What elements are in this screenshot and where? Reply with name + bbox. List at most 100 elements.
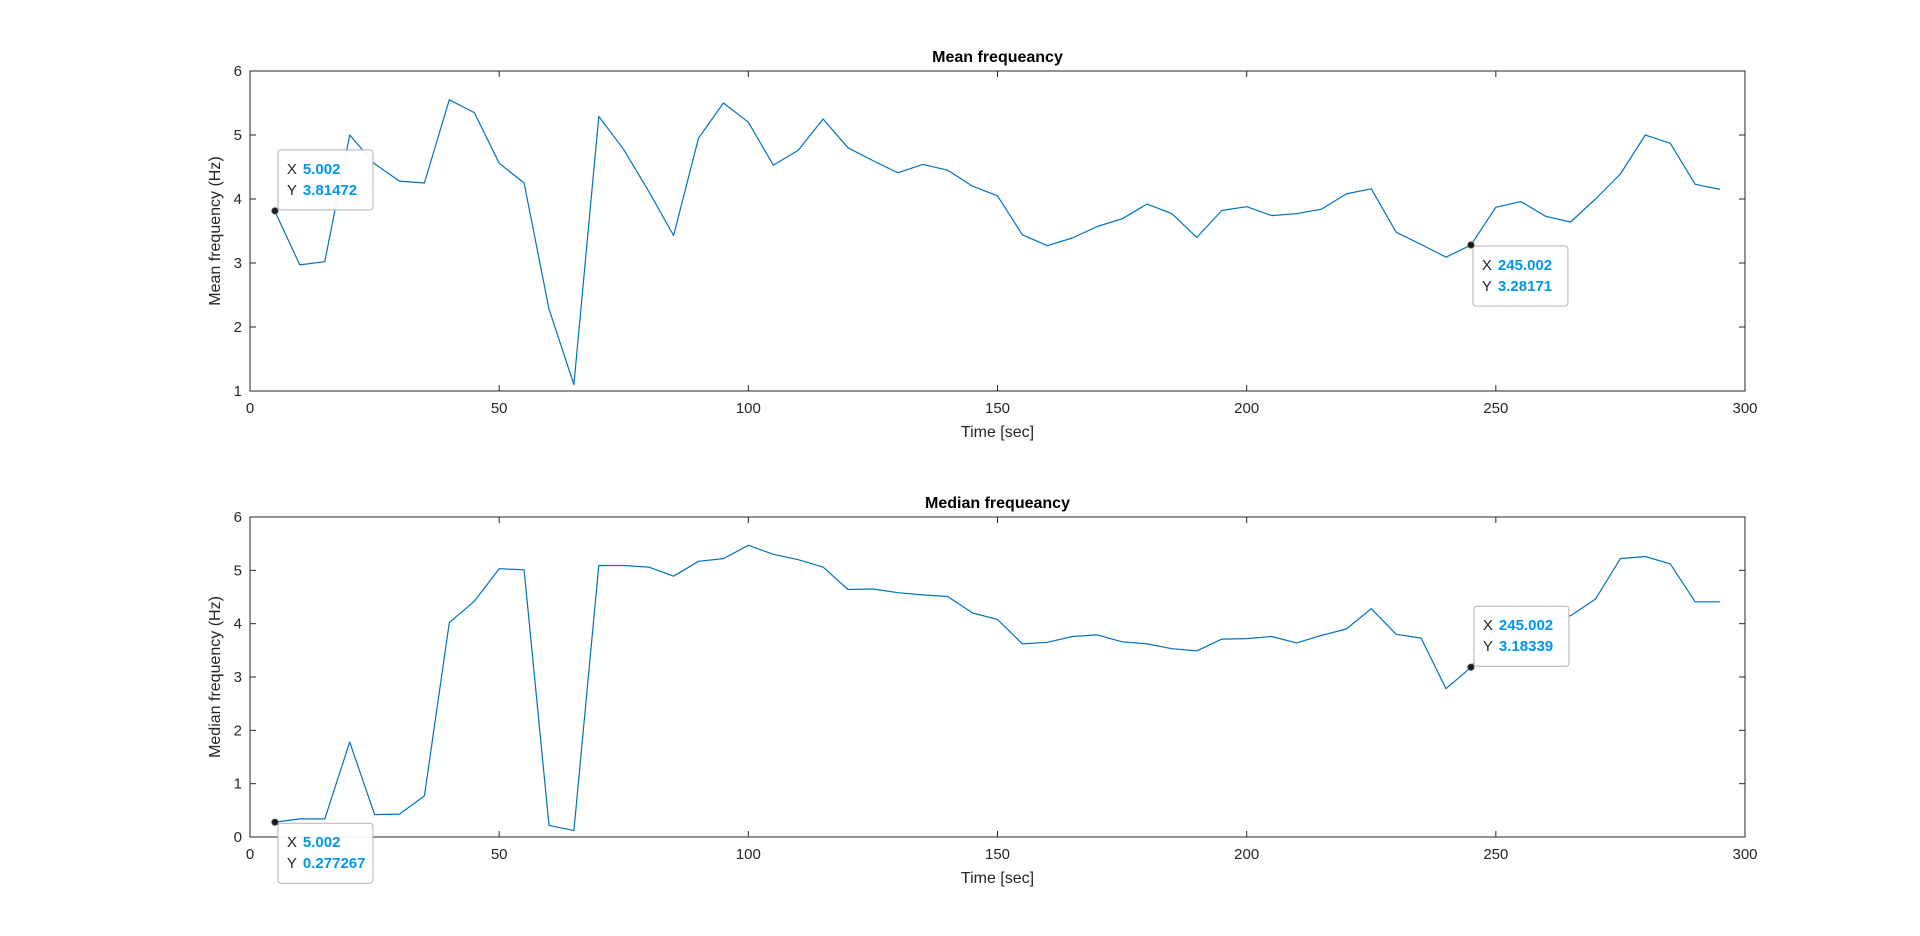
data-point[interactable] (1344, 627, 1349, 632)
data-point[interactable] (671, 233, 676, 238)
data-point[interactable] (920, 592, 925, 597)
data-point[interactable] (397, 812, 402, 817)
data-point[interactable] (1269, 213, 1274, 218)
series-line[interactable] (274, 99, 1721, 386)
data-point[interactable] (1668, 561, 1673, 566)
mean-frequency-axes[interactable]: 0 50 100 150 200 250 300 1 2 3 4 5 6 Mean frequeancy T… (207, 49, 1758, 441)
data-point[interactable] (1369, 606, 1374, 611)
data-point[interactable] (721, 101, 726, 106)
datatip[interactable]: X 245.002 Y 3.28171 (1472, 245, 1569, 307)
data-point[interactable] (721, 556, 726, 561)
data-point[interactable] (1120, 216, 1125, 221)
data-point[interactable] (945, 168, 950, 173)
data-point[interactable] (1568, 220, 1573, 225)
data-point[interactable] (796, 557, 801, 562)
data-point[interactable] (571, 382, 576, 387)
data-point[interactable] (621, 563, 626, 568)
data-point[interactable] (1319, 633, 1324, 638)
data-point[interactable] (671, 574, 676, 579)
data-point[interactable] (1444, 255, 1449, 260)
data-point[interactable] (1493, 205, 1498, 210)
data-point[interactable] (1145, 641, 1150, 646)
data-point[interactable] (696, 136, 701, 141)
data-point[interactable] (1643, 133, 1648, 138)
data-point[interactable] (1070, 634, 1075, 639)
data-point[interactable] (846, 587, 851, 592)
data-point[interactable] (297, 816, 302, 821)
data-point[interactable] (696, 559, 701, 564)
data-point[interactable] (1419, 242, 1424, 247)
data-point[interactable] (1394, 632, 1399, 637)
data-point[interactable] (1593, 597, 1598, 602)
data-point[interactable] (1219, 208, 1224, 213)
data-point[interactable] (1718, 187, 1723, 192)
data-point[interactable] (995, 617, 1000, 622)
data-point[interactable] (472, 599, 477, 604)
data-point[interactable] (547, 307, 552, 312)
data-point[interactable] (596, 563, 601, 568)
data-point[interactable] (1045, 243, 1050, 248)
data-point[interactable] (347, 740, 352, 745)
data-point[interactable] (895, 590, 900, 595)
datatip-marker[interactable] (1467, 663, 1475, 671)
data-point[interactable] (771, 163, 776, 168)
data-point[interactable] (1169, 646, 1174, 651)
data-point[interactable] (547, 823, 552, 828)
data-point[interactable] (970, 611, 975, 616)
data-point[interactable] (422, 181, 427, 186)
datatip-marker[interactable] (271, 818, 279, 826)
data-point[interactable] (472, 110, 477, 115)
data-point[interactable] (646, 189, 651, 194)
data-point[interactable] (1394, 230, 1399, 235)
data-point[interactable] (397, 179, 402, 184)
data-point[interactable] (1543, 214, 1548, 219)
data-point[interactable] (1419, 636, 1424, 641)
data-point[interactable] (297, 262, 302, 267)
data-point[interactable] (522, 181, 527, 186)
data-point[interactable] (995, 193, 1000, 198)
data-point[interactable] (1120, 639, 1125, 644)
data-point[interactable] (1045, 640, 1050, 645)
datatip[interactable]: X 5.002 Y 0.277267 (277, 822, 374, 884)
data-point[interactable] (571, 828, 576, 833)
data-point[interactable] (1169, 211, 1174, 216)
data-point[interactable] (447, 620, 452, 625)
data-point[interactable] (522, 567, 527, 572)
data-point[interactable] (1319, 207, 1324, 212)
data-point[interactable] (347, 133, 352, 138)
data-point[interactable] (1718, 599, 1723, 604)
data-point[interactable] (447, 97, 452, 102)
data-point[interactable] (1369, 186, 1374, 191)
data-point[interactable] (746, 543, 751, 548)
data-point[interactable] (1219, 637, 1224, 642)
median-frequency-axes[interactable]: 0 50 100 150 200 250 300 0 1 2 3 4 5 6 Median frequean… (207, 495, 1758, 887)
data-point[interactable] (1444, 686, 1449, 691)
datatip-marker[interactable] (271, 207, 279, 215)
data-point[interactable] (1618, 172, 1623, 177)
data-point[interactable] (1244, 636, 1249, 641)
data-point[interactable] (821, 117, 826, 122)
data-point[interactable] (870, 158, 875, 163)
data-point[interactable] (1194, 648, 1199, 653)
data-point[interactable] (1020, 641, 1025, 646)
data-point[interactable] (372, 812, 377, 817)
data-point[interactable] (796, 148, 801, 153)
data-point[interactable] (970, 184, 975, 189)
datatip[interactable]: X 5.002 Y 3.81472 (277, 149, 374, 211)
data-point[interactable] (621, 147, 626, 152)
data-point[interactable] (945, 594, 950, 599)
data-point[interactable] (322, 816, 327, 821)
datatip[interactable]: X 245.002 Y 3.18339 (1473, 605, 1570, 667)
data-point[interactable] (497, 566, 502, 571)
data-point[interactable] (895, 170, 900, 175)
data-point[interactable] (1643, 554, 1648, 559)
data-point[interactable] (1095, 224, 1100, 229)
data-point[interactable] (1269, 634, 1274, 639)
data-point[interactable] (1145, 202, 1150, 207)
data-point[interactable] (1095, 632, 1100, 637)
data-point[interactable] (1020, 232, 1025, 237)
data-point[interactable] (846, 145, 851, 150)
data-point[interactable] (646, 565, 651, 570)
data-point[interactable] (1244, 204, 1249, 209)
data-point[interactable] (746, 120, 751, 125)
